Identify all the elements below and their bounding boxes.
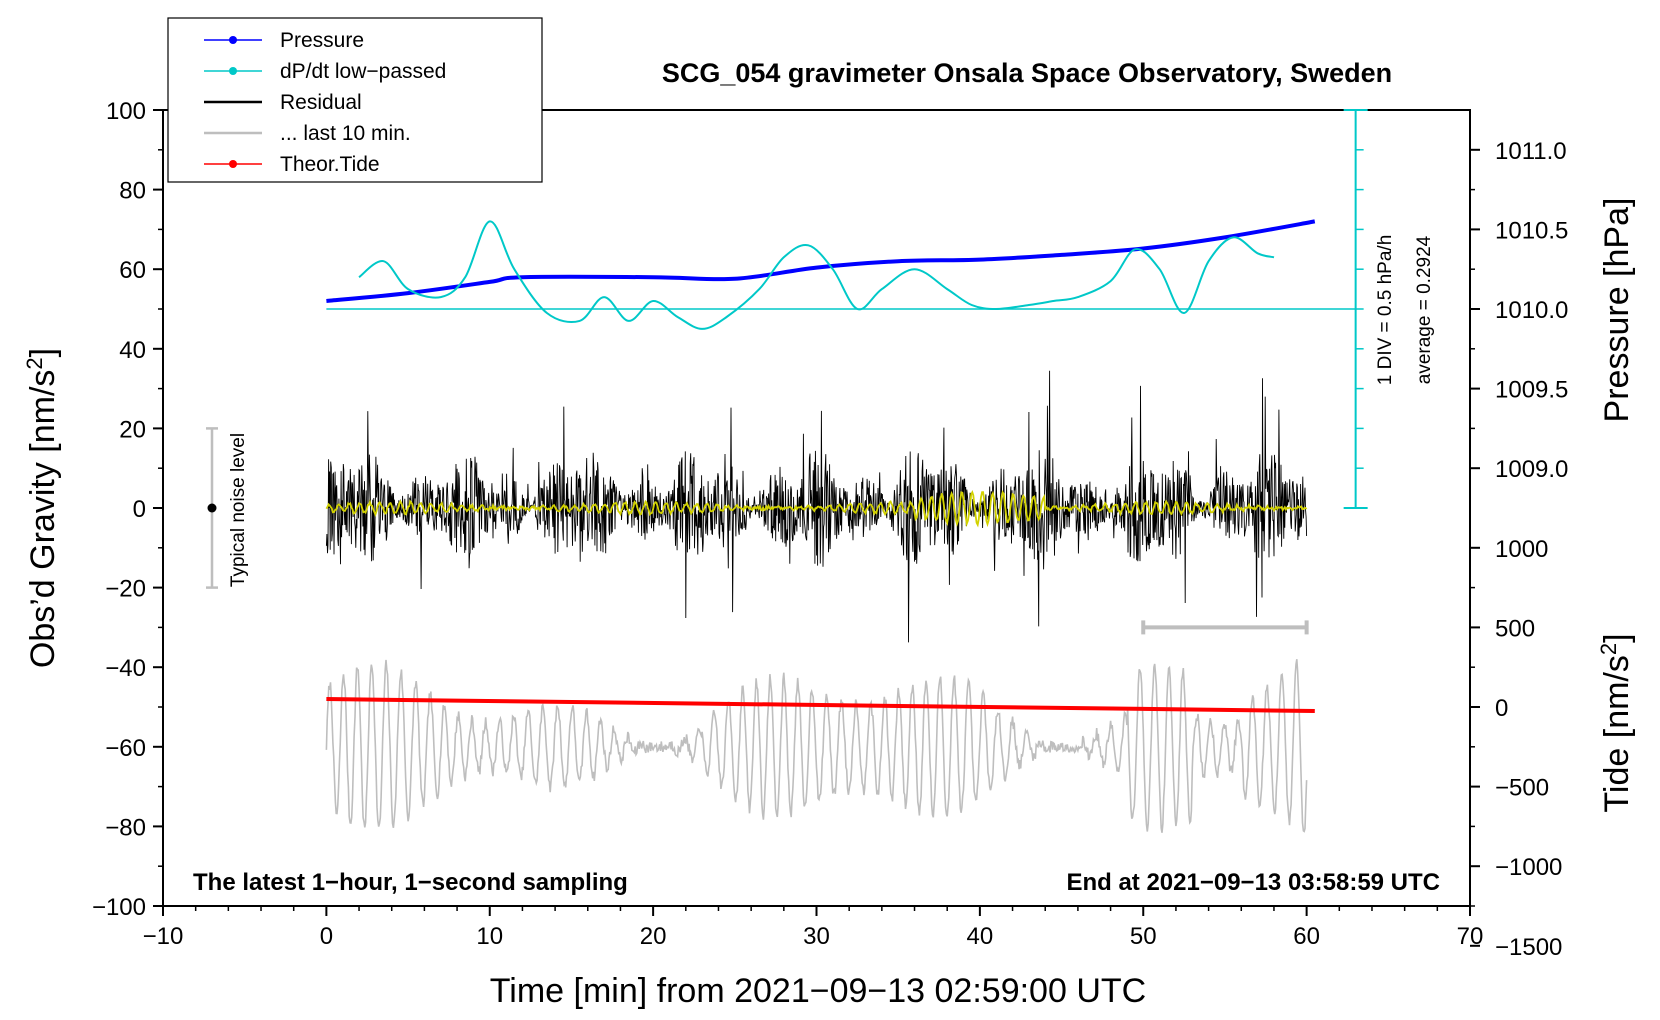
axes: −10 0 10 20 30 40 50 60 70100806040200−20−40−60−… [92, 98, 1568, 961]
x-tick-label: 60 [1293, 923, 1320, 950]
legend-label: ... last 10 min. [280, 122, 411, 145]
legend-label: dP/dt low−passed [280, 60, 446, 83]
legend: Pressure dP/dt low−passed Residual ... last… [167, 17, 543, 183]
y-tick-label: −40 [105, 655, 146, 682]
noise-level-indicator: Typical noise level [206, 427, 249, 589]
legend-label: Pressure [280, 29, 364, 52]
y-tick-label: 0 [133, 496, 146, 523]
y-tick-label: 100 [106, 98, 146, 125]
x-tick-label: 50 [1130, 923, 1157, 950]
noise-dot [207, 503, 217, 513]
y-tick-label: −100 [92, 894, 146, 921]
tide-tick-label: −1500 [1495, 934, 1562, 961]
y-tick-label: −60 [105, 735, 146, 762]
y-tick-label: 80 [119, 178, 146, 205]
data-traces [325, 219, 1356, 833]
legend-box [167, 17, 543, 183]
x-tick-label: 0 [320, 923, 333, 950]
tide-tick-label: 1000 [1495, 536, 1548, 563]
annotation-sampling: The latest 1−hour, 1−second sampling [193, 869, 628, 896]
residual-lowpass-trace [325, 490, 1308, 528]
tide-tick-label: 0 [1495, 695, 1508, 722]
x-axis-title: Time [min] from 2021−09−13 02:59:00 UTC [490, 972, 1146, 1010]
dpdt-trace [358, 220, 1275, 330]
legend-marker [229, 160, 237, 168]
y-axis-title-tide: Tide [nm/s2] [1596, 633, 1636, 812]
x-tick-label: 20 [640, 923, 667, 950]
y-tick-label: −80 [105, 814, 146, 841]
pressure-tick-label: 1010.5 [1495, 217, 1568, 244]
residual-trace [325, 370, 1308, 643]
tide-tick-label: −1000 [1495, 854, 1562, 881]
tide-tick-label: 500 [1495, 615, 1535, 642]
chart-title: SCG_054 gravimeter Onsala Space Observat… [662, 58, 1392, 88]
div-scale-label: 1 DIV = 0.5 hPa/h [1375, 235, 1396, 386]
x-tick-label: 40 [967, 923, 994, 950]
pressure-tick-label: 1009.5 [1495, 377, 1568, 404]
pressure-tick-label: 1009.0 [1495, 456, 1568, 483]
legend-marker [229, 36, 237, 44]
x-tick-label: 30 [803, 923, 830, 950]
legend-label: Theor.Tide [280, 153, 380, 176]
tide-trace [326, 697, 1315, 713]
y-tick-label: 40 [119, 337, 146, 364]
last10-trace [325, 659, 1308, 833]
y-axis-title-pressure: Pressure [hPa] [1598, 198, 1636, 423]
dpdt-scale-marker: 1 DIV = 0.5 hPa/h average = 0.2924 [1343, 109, 1435, 509]
x-tick-label: 10 [476, 923, 503, 950]
legend-label: Residual [280, 91, 362, 114]
tide-tick-label: −500 [1495, 775, 1549, 802]
y-tick-label: 60 [119, 257, 146, 284]
annotation-end-time: End at 2021−09−13 03:58:59 UTC [1066, 869, 1440, 896]
x-tick-label: −10 [143, 923, 184, 950]
legend-marker [229, 67, 237, 75]
pressure-trace [326, 219, 1316, 303]
y-tick-label: −20 [105, 576, 146, 603]
y-axis-title-gravity: Obs’d Gravity [nm/s2] [22, 348, 62, 668]
noise-level-label: Typical noise level [228, 433, 249, 587]
average-label: average = 0.2924 [1414, 235, 1435, 384]
y-tick-label: 20 [119, 416, 146, 443]
pressure-tick-label: 1011.0 [1495, 138, 1567, 165]
pressure-tick-label: 1010.0 [1495, 297, 1568, 324]
